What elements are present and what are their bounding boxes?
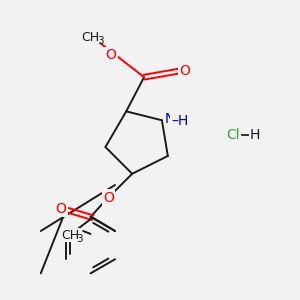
Text: –H: –H bbox=[172, 114, 189, 128]
Text: O: O bbox=[105, 48, 116, 62]
Text: O: O bbox=[56, 202, 66, 216]
Text: N: N bbox=[165, 112, 175, 126]
Text: CH: CH bbox=[61, 229, 79, 242]
Text: Cl: Cl bbox=[226, 128, 240, 142]
Text: O: O bbox=[179, 64, 190, 78]
Text: 3: 3 bbox=[97, 36, 104, 46]
Text: H: H bbox=[249, 128, 260, 142]
Text: CH: CH bbox=[82, 31, 100, 44]
Text: O: O bbox=[103, 190, 114, 205]
Text: 3: 3 bbox=[76, 234, 83, 244]
